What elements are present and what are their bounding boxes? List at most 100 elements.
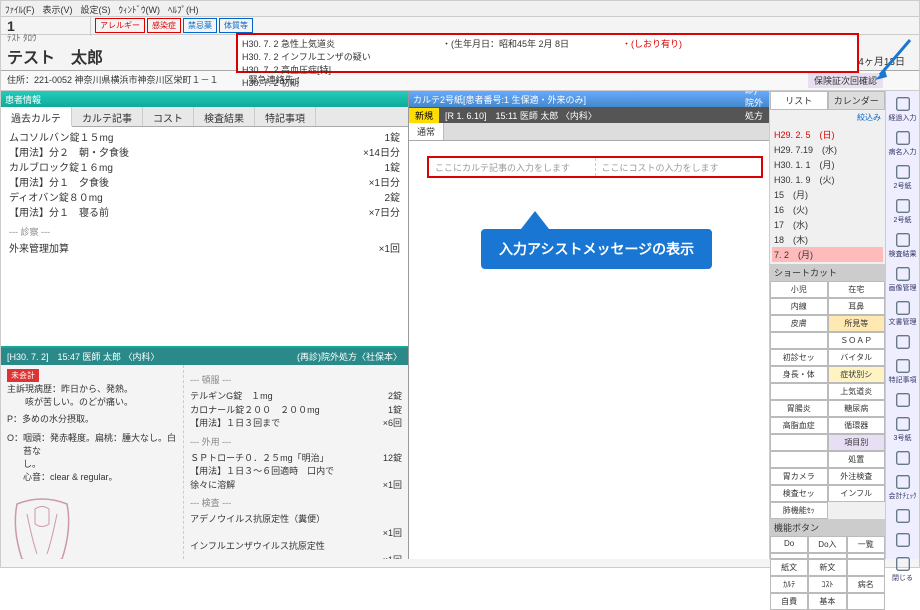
date-item[interactable]: H29. 2. 5 (日)	[772, 127, 883, 142]
karte-input-area[interactable]	[409, 141, 769, 559]
date-item[interactable]: 16 (火)	[772, 202, 883, 217]
funcbtn-title: 機能ボタン	[770, 519, 885, 536]
unpaid-badge: 未会計	[7, 369, 39, 382]
rail-icon[interactable]: 文書管理	[889, 299, 917, 327]
shortcut-btn[interactable]: 高脂血症	[770, 417, 828, 434]
new-badge: 新規	[409, 108, 439, 123]
shortcut-btn[interactable]: 身長・体	[770, 366, 828, 383]
rx-pane-right: --- 頓服 --- テルギンG錠 １mg2錠 カロナール錠２００ ２００mg1…	[184, 365, 408, 559]
rtab-list[interactable]: リスト	[770, 91, 828, 110]
shortcut-btn[interactable]: 項目別	[828, 434, 886, 451]
shortcut-btn[interactable]: 胃カメラ	[770, 468, 828, 485]
assist-placeholder-cost[interactable]: ここにコストの入力をします	[596, 158, 762, 176]
rail-icon[interactable]: 2号紙	[889, 197, 917, 225]
func-btn[interactable]: ｶﾙﾃ	[770, 576, 808, 593]
assist-placeholder-karte[interactable]: ここにカルテ記事の入力をします	[429, 158, 596, 176]
throat-diagram-icon	[7, 489, 77, 559]
annotation-callout: 入力アシストメッセージの表示	[481, 211, 712, 269]
rail-icon[interactable]	[889, 507, 917, 525]
menubar: ﾌｧｲﾙ(F) 表示(V) 設定(S) ｳｨﾝﾄﾞｳ(W) ﾍﾙﾌﾟ(H)	[1, 1, 919, 17]
diagnosis-box: H30. 7. 2 急性上気道炎 ・(生年月日：昭和45年 2月 8日 ・(しお…	[236, 33, 859, 73]
date-item[interactable]: H30. 1. 1 (月)	[772, 157, 883, 172]
func-btn[interactable]: Do入	[808, 536, 846, 553]
new-record-header: 新規 [R 1. 6.10] 15:11 医師 太郎 〈内科〉 (再診)院外処方…	[409, 107, 769, 123]
left-tabs: 過去カルテ カルテ記事 コスト 検査結果 特記事項	[1, 107, 408, 127]
menu-file[interactable]: ﾌｧｲﾙ(F)	[5, 3, 35, 14]
tag-contra[interactable]: 禁忌薬	[183, 18, 217, 33]
shortcut-btn[interactable]: 上気道炎	[828, 383, 886, 400]
patient-info-title: 患者情報	[1, 91, 408, 107]
patient-address: ：221-0052 神奈川県横浜市神奈川区栄町１－１	[25, 75, 219, 85]
tag-infection[interactable]: 感染症	[147, 18, 181, 33]
shortcut-btn[interactable]: 耳鼻	[828, 298, 886, 315]
rail-icon[interactable]: 特記事項	[889, 357, 917, 385]
menu-view[interactable]: 表示(V)	[43, 3, 73, 14]
date-item[interactable]: H29. 7.19 (水)	[772, 142, 883, 157]
tab-cost[interactable]: コスト	[143, 107, 194, 126]
shortcut-btn[interactable]	[770, 383, 828, 400]
shortcut-btn[interactable]: 所見等	[828, 315, 886, 332]
func-btn[interactable]: 病名	[847, 576, 885, 593]
func-btn[interactable]	[847, 593, 885, 610]
annotation-arrow	[865, 35, 915, 85]
rx-pane-top: ムコソルバン錠１５mg1錠【用法】分２ 朝・夕食後×14日分カルブロック錠１６m…	[1, 127, 408, 348]
shortcut-btn[interactable]: 胃腸炎	[770, 400, 828, 417]
shortcut-btn[interactable]: バイタル	[828, 349, 886, 366]
shortcut-btn[interactable]: 症状別シ	[828, 366, 886, 383]
shortcut-btn[interactable]: 循環器	[828, 417, 886, 434]
shortcut-btn[interactable]: 肺機能ｾｯ	[770, 502, 828, 519]
shortcut-btn[interactable]	[770, 434, 828, 451]
func-btn[interactable]: 自費	[770, 593, 808, 610]
rail-icon[interactable]: 検査結果	[889, 231, 917, 259]
shortcut-btn[interactable]: ＳＯＡＰ	[828, 332, 886, 349]
func-btn[interactable]: Do	[770, 536, 808, 553]
tag-const[interactable]: 体質等	[219, 18, 253, 33]
menu-settings[interactable]: 設定(S)	[81, 3, 111, 14]
func-btn[interactable]: ｺｽﾄ	[808, 576, 846, 593]
shortcut-btn[interactable]: 皮膚	[770, 315, 828, 332]
shortcut-btn[interactable]: 小児	[770, 281, 828, 298]
date-item[interactable]: 17 (水)	[772, 217, 883, 232]
date-item[interactable]: 15 (月)	[772, 187, 883, 202]
rail-icon[interactable]: 2号紙	[889, 163, 917, 191]
tab-past-karte[interactable]: 過去カルテ	[1, 107, 72, 127]
rail-icon[interactable]: 画像管理	[889, 265, 917, 293]
shortcut-btn[interactable]: インフル	[828, 485, 886, 502]
menu-window[interactable]: ｳｨﾝﾄﾞｳ(W)	[119, 3, 161, 14]
shortcut-btn[interactable]: 在宅	[828, 281, 886, 298]
patient-kana: ﾃｽﾄ ﾀﾛｳ	[7, 31, 103, 44]
shortcut-btn[interactable]: 外注検査	[828, 468, 886, 485]
func-btn[interactable]: 一覧	[847, 536, 885, 553]
rail-icon[interactable]: 閉じる	[889, 555, 917, 583]
shortcut-btn[interactable]	[770, 332, 828, 349]
rtab-calendar[interactable]: カレンダー	[828, 91, 886, 110]
input-assist-highlight: ここにカルテ記事の入力をします ここにコストの入力をします	[427, 156, 763, 178]
shortcut-btn[interactable]	[770, 451, 828, 468]
rail-icon[interactable]	[889, 449, 917, 467]
date-item[interactable]: H30. 1. 9 (火)	[772, 172, 883, 187]
tab-karte-article[interactable]: カルテ記事	[72, 107, 143, 126]
shortcut-btn[interactable]: 糖尿病	[828, 400, 886, 417]
shortcut-title: ショートカット	[770, 264, 885, 281]
karte2-title: カルテ2号紙[患者番号:1 生保適・外来のみ]	[409, 91, 769, 107]
shortcut-btn[interactable]: 処置	[828, 451, 886, 468]
rail-icon[interactable]: 経過入力	[889, 95, 917, 123]
tab-notes[interactable]: 特記事項	[255, 107, 316, 126]
soap-pane: 未会計 主訴現病歴：昨日から、発熱。 咳が苦しい。のどが痛い。 P：多めの水分摂…	[1, 365, 184, 559]
shortcut-btn[interactable]: 内線	[770, 298, 828, 315]
rail-icon[interactable]	[889, 531, 917, 549]
shortcut-btn[interactable]: 初診セッ	[770, 349, 828, 366]
func-btn[interactable]: 基本	[808, 593, 846, 610]
tab-results[interactable]: 検査結果	[194, 107, 255, 126]
menu-help[interactable]: ﾍﾙﾌﾟ(H)	[168, 3, 199, 14]
date-item[interactable]: 18 (木)	[772, 232, 883, 247]
rail-icon[interactable]	[889, 391, 917, 409]
mini-tab-normal[interactable]: 通常	[409, 123, 444, 140]
rail-icon[interactable]	[889, 333, 917, 351]
shortcut-btn[interactable]: 検査セッ	[770, 485, 828, 502]
rail-icon[interactable]: 病名入力	[889, 129, 917, 157]
rail-icon[interactable]: 会計ﾁｪｯｸ	[889, 473, 917, 501]
filter-link[interactable]: 絞込み	[770, 110, 885, 125]
rail-icon[interactable]: 3号紙	[889, 415, 917, 443]
date-item[interactable]: 7. 2 (月)	[772, 247, 883, 262]
